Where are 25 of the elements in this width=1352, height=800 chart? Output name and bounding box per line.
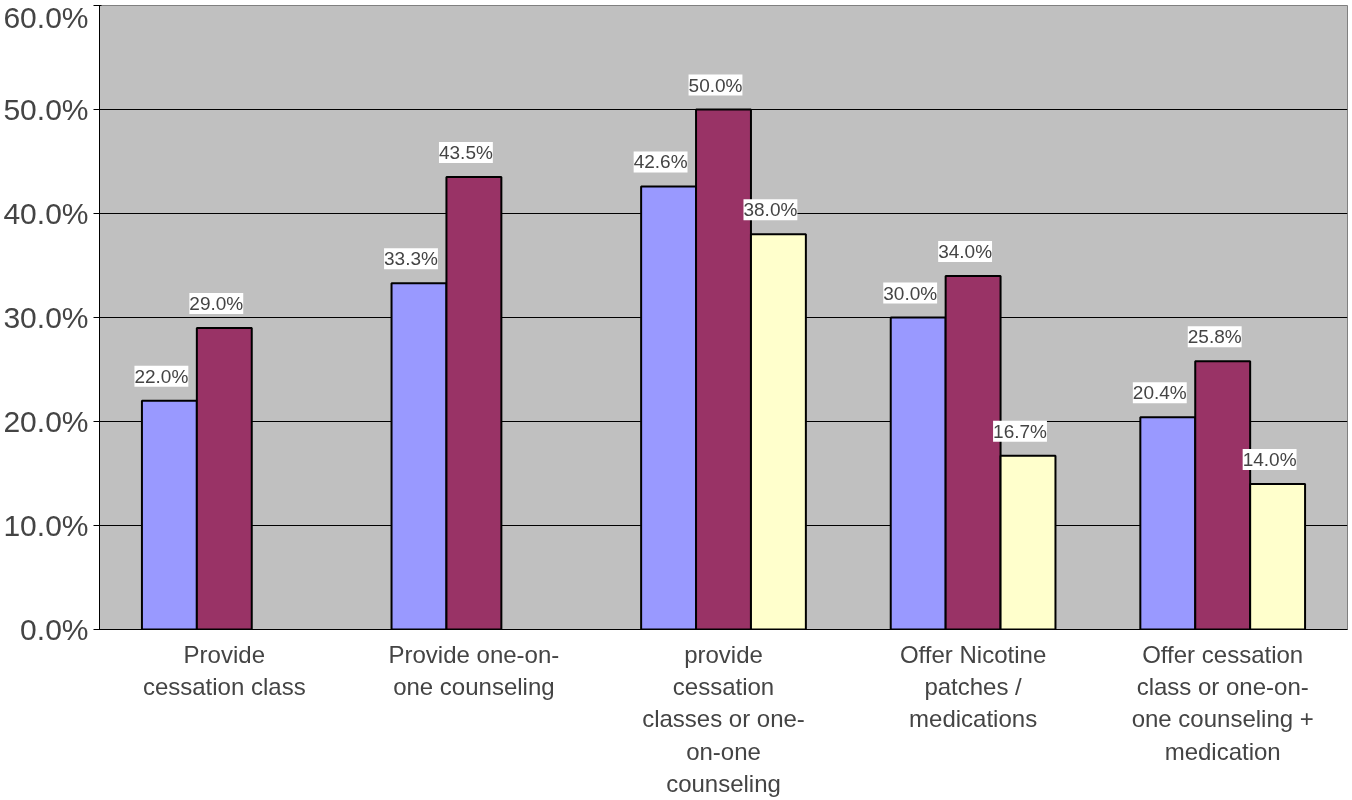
data-label: 34.0%	[938, 240, 993, 262]
data-label: 20.4%	[1132, 382, 1187, 404]
data-label: 38.0%	[743, 199, 798, 221]
data-label: 16.7%	[993, 420, 1048, 442]
data-label: 14.0%	[1242, 448, 1297, 470]
data-label: 29.0%	[189, 292, 244, 314]
data-label: 33.3%	[384, 248, 439, 270]
x-tick-label: Offer Nicotine patches / medications	[899, 640, 1047, 733]
y-tick-label: 0.0%	[20, 613, 89, 646]
data-label: 43.5%	[438, 142, 493, 164]
y-tick-label: 30.0%	[3, 301, 89, 334]
data-label: 50.0%	[688, 74, 743, 96]
y-tick-label: 10.0%	[3, 509, 89, 542]
x-tick-label: provide cessation classes or one-on-one counseling	[642, 640, 805, 798]
x-tick-label: Provide cessation class	[142, 640, 306, 700]
y-tick-label: 60.0%	[3, 0, 89, 34]
data-label: 42.6%	[633, 151, 688, 173]
y-tick-label: 50.0%	[3, 93, 89, 126]
y-tick-label: 40.0%	[3, 197, 89, 230]
x-tick-label: Offer cessation class or one-on-one counseling + medication	[1131, 640, 1314, 765]
x-tick-label: Provide one-on-one counseling	[388, 640, 560, 700]
data-label: 25.8%	[1187, 326, 1242, 348]
y-tick-label: 20.0%	[3, 405, 89, 438]
data-label: 22.0%	[134, 365, 189, 387]
data-label: 30.0%	[883, 282, 938, 304]
